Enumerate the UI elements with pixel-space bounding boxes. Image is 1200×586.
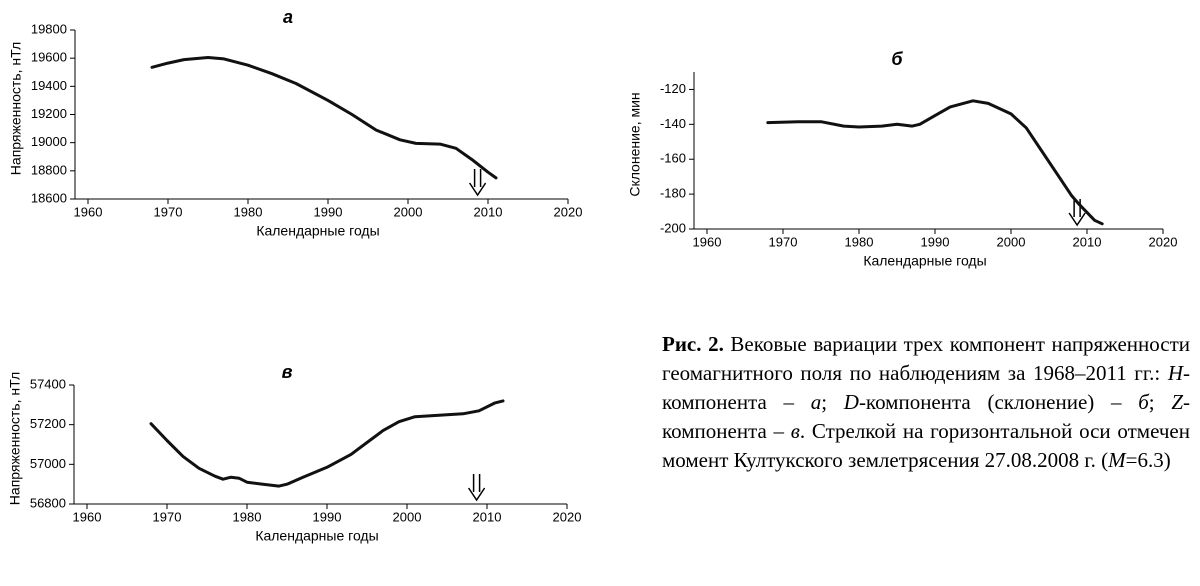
x-tick-label: 2020 xyxy=(554,204,583,219)
y-tick-label: 19000 xyxy=(31,134,67,149)
x-tick-label: 2020 xyxy=(1149,234,1178,249)
caption-label: Рис. 2. xyxy=(662,332,724,356)
y-tick-label: 19600 xyxy=(31,50,67,65)
y-tick-label: -180 xyxy=(660,186,686,201)
caption-text: ; xyxy=(821,390,844,414)
y-tick-label: 57400 xyxy=(30,376,66,391)
chart-title: б xyxy=(891,49,903,69)
y-axis-label: Склонение, мин xyxy=(627,92,643,196)
x-tick-label: 2000 xyxy=(394,204,423,219)
x-tick-label: 1980 xyxy=(845,234,874,249)
caption: Рис. 2. Вековые вариации трех компонент … xyxy=(662,330,1190,475)
y-axis-label: Напряженность, нТл xyxy=(8,42,24,175)
x-tick-label: 2010 xyxy=(474,204,503,219)
x-tick-label: 2020 xyxy=(553,509,582,524)
x-tick-label: 2010 xyxy=(473,509,502,524)
x-tick-label: 2000 xyxy=(997,234,1026,249)
caption-text: -компонента – xyxy=(662,361,1190,414)
caption-text: -компонента (склонение) – xyxy=(858,390,1139,414)
x-axis-label: Календарные годы xyxy=(255,528,378,544)
chart-title: а xyxy=(283,7,293,27)
x-tick-label: 1980 xyxy=(233,509,262,524)
y-tick-label: -160 xyxy=(660,151,686,166)
y-tick-label: -120 xyxy=(660,81,686,96)
caption-text: -компонента – xyxy=(662,390,1190,443)
x-axis-label: Календарные годы xyxy=(256,223,379,239)
y-tick-label: 19400 xyxy=(31,78,67,93)
caption-text: . Стрелкой на горизонтальной оси отмечен… xyxy=(662,419,1190,472)
caption-text: а xyxy=(810,390,822,414)
x-tick-label: 1970 xyxy=(154,204,183,219)
x-tick-label: 1970 xyxy=(153,509,182,524)
x-tick-label: 2010 xyxy=(1073,234,1102,249)
data-line xyxy=(149,399,505,488)
y-tick-label: -200 xyxy=(660,220,686,235)
y-tick-label: 18800 xyxy=(31,162,67,177)
event-arrow xyxy=(1068,199,1086,227)
caption-text: =6.3) xyxy=(1125,448,1171,472)
event-arrow xyxy=(467,474,486,502)
y-tick-label: 57200 xyxy=(30,416,66,431)
x-tick-label: 1980 xyxy=(234,204,263,219)
data-line xyxy=(150,56,498,180)
x-tick-label: 1960 xyxy=(73,509,102,524)
y-tick-label: 19200 xyxy=(31,106,67,121)
caption-text: M xyxy=(1108,448,1126,472)
event-arrow xyxy=(468,169,487,197)
y-axis-label: Напряженность, нТл xyxy=(7,372,23,505)
y-tick-label: 19800 xyxy=(31,21,67,36)
y-tick-label: 57000 xyxy=(30,456,66,471)
caption-text: в xyxy=(790,419,800,443)
caption-text: ; xyxy=(1148,390,1172,414)
caption-text: D xyxy=(843,390,859,414)
x-tick-label: 1990 xyxy=(921,234,950,249)
x-tick-label: 2000 xyxy=(393,509,422,524)
y-tick-label: -140 xyxy=(660,116,686,131)
chart-title: в xyxy=(282,362,293,382)
data-line xyxy=(766,99,1104,226)
caption-text: Z xyxy=(1171,390,1183,414)
y-tick-label: 18600 xyxy=(31,190,67,205)
caption-text: б xyxy=(1138,390,1149,414)
x-tick-label: 1990 xyxy=(314,204,343,219)
x-tick-label: 1990 xyxy=(313,509,342,524)
y-tick-label: 56800 xyxy=(30,495,66,510)
x-tick-label: 1960 xyxy=(74,204,103,219)
x-axis-label: Календарные годы xyxy=(863,253,986,269)
caption-text: Вековые вариации трех компонент напряжен… xyxy=(662,332,1191,385)
caption-text: H xyxy=(1167,361,1183,385)
x-tick-label: 1970 xyxy=(769,234,798,249)
x-tick-label: 1960 xyxy=(693,234,722,249)
